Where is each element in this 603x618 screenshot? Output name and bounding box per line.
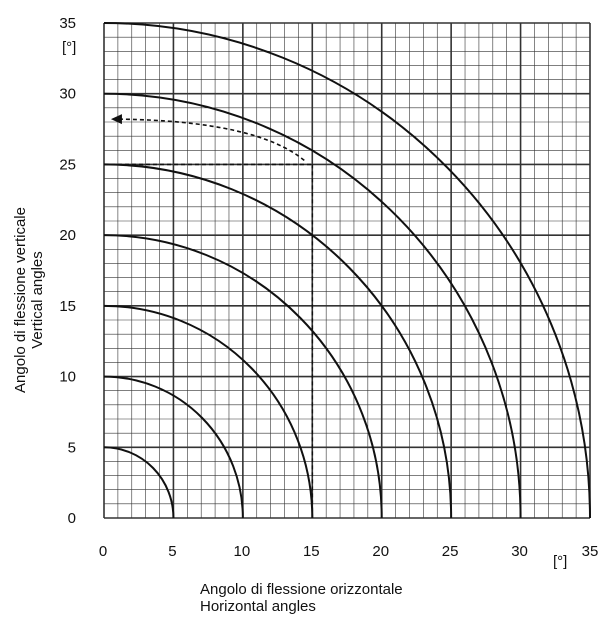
- y-tick-label: 25: [59, 156, 76, 173]
- x-tick-label: 30: [511, 543, 528, 560]
- x-tick-label: 5: [168, 543, 176, 560]
- y-tick-label: 0: [68, 510, 76, 527]
- curve-radius-35: [103, 22, 591, 519]
- y-tick-label: 35: [59, 15, 76, 32]
- x-tick-label: 15: [303, 543, 320, 560]
- curve-radius-5: [103, 446, 175, 519]
- example-arrow-path: [120, 118, 305, 162]
- curve-radius-30: [103, 92, 522, 519]
- y-tick-label: 30: [59, 86, 76, 103]
- y-tick-label: 20: [59, 227, 76, 244]
- x-tick-label: 0: [99, 543, 107, 560]
- x-tick-label: 35: [582, 543, 599, 560]
- example-arrow-head: [110, 114, 122, 125]
- y-unit-label: [°]: [62, 39, 76, 56]
- y-axis-title-line-1: Angolo di flessione verticale: [12, 207, 29, 393]
- y-tick-labels: 0 5 10 15 20 25 30 35: [59, 15, 76, 527]
- x-tick-label: 10: [234, 543, 251, 560]
- x-tick-label: 20: [372, 543, 389, 560]
- y-tick-label: 10: [59, 369, 76, 386]
- y-axis-title-line-2: Vertical angles: [29, 251, 46, 349]
- y-tick-label: 15: [59, 298, 76, 315]
- minor-grid: [104, 23, 590, 518]
- x-tick-labels: 0 5 10 15 20 25 30 35: [99, 543, 599, 560]
- radius-curves: [103, 22, 591, 519]
- x-tick-label: 25: [442, 543, 459, 560]
- x-axis-title-line-1: Angolo di flessione orizzontale: [200, 581, 403, 598]
- curve-radius-25: [103, 163, 453, 519]
- y-axis-title: Angolo di flessione verticale Vertical a…: [12, 207, 46, 393]
- y-tick-label: 5: [68, 439, 76, 456]
- x-unit-label: [°]: [553, 553, 567, 570]
- curve-radius-20: [103, 234, 383, 519]
- x-axis-title-line-2: Horizontal angles: [200, 598, 316, 615]
- curve-radius-15: [103, 304, 314, 519]
- major-grid: [103, 22, 591, 519]
- example-reading: [104, 114, 314, 518]
- curve-radius-10: [103, 375, 244, 519]
